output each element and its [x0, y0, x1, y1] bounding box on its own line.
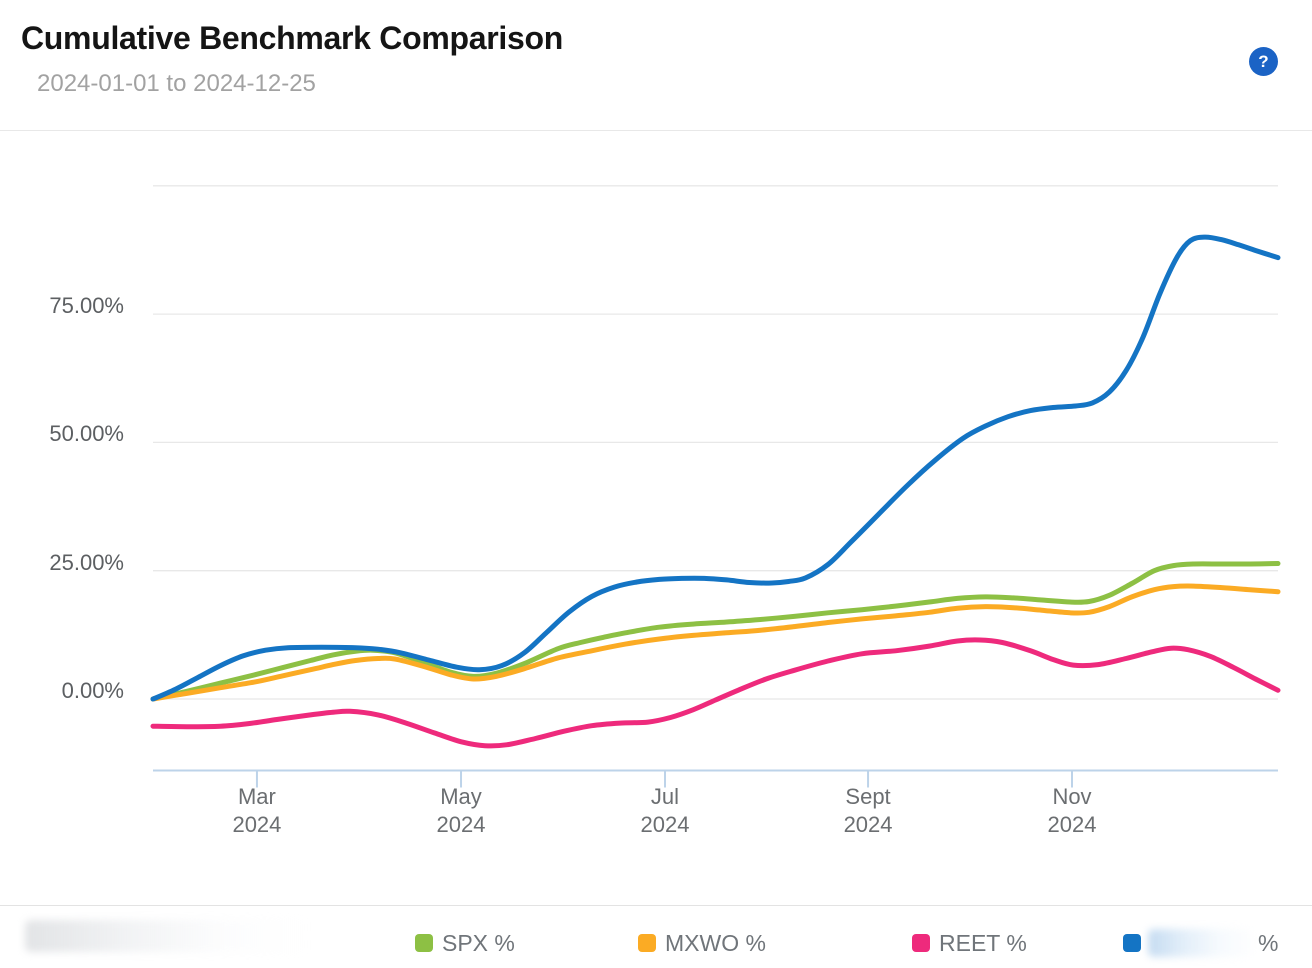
x-tick-month: May	[440, 784, 482, 809]
y-tick-label: 75.00%	[49, 293, 124, 319]
legend-item-reet[interactable]: REET %	[912, 928, 1027, 958]
x-tick-month: Nov	[1052, 784, 1092, 809]
legend-label: REET %	[939, 929, 1027, 956]
x-tick-label: Jul 2024	[610, 783, 720, 839]
header-divider	[0, 130, 1312, 131]
legend-item-spx[interactable]: SPX %	[415, 928, 515, 958]
legend-item-mxwo[interactable]: MXWO %	[638, 928, 766, 958]
y-tick-label: 50.00%	[49, 421, 124, 447]
x-tick-year: 2024	[1047, 812, 1097, 837]
legend-divider	[0, 905, 1312, 906]
mxwo-color-swatch	[638, 934, 656, 952]
legend-label: MXWO %	[665, 929, 766, 956]
y-tick-label: 25.00%	[49, 549, 124, 575]
page-title: Cumulative Benchmark Comparison	[21, 20, 563, 56]
benchmark-color-swatch	[1123, 934, 1141, 952]
legend: SPX % MXWO % REET % %	[0, 906, 1312, 968]
plot-hover-area[interactable]	[153, 186, 1278, 826]
x-tick-month: Jul	[650, 784, 680, 809]
x-tick-year: 2024	[843, 812, 893, 837]
help-button[interactable]: ?	[1249, 47, 1278, 76]
chart-header: Cumulative Benchmark Comparison 2024-01-…	[0, 0, 1312, 130]
x-tick-label: Sept 2024	[813, 783, 923, 839]
reet-color-swatch	[912, 934, 930, 952]
legend-label: %	[1258, 929, 1279, 956]
x-tick-month: Sept	[845, 784, 891, 809]
x-tick-label: Mar 2024	[202, 783, 312, 839]
y-tick-label: 0.00%	[61, 678, 124, 703]
spx-color-swatch	[415, 934, 433, 952]
x-tick-year: 2024	[232, 812, 282, 837]
chart-area: 75.00% 50.00% 25.00% 0.00% Mar 2024 May …	[0, 131, 1312, 905]
x-tick-year: 2024	[436, 812, 486, 837]
x-tick-label: May 2024	[406, 783, 516, 839]
redacted-benchmark-label	[1148, 929, 1252, 957]
legend-item-benchmark[interactable]: %	[1123, 928, 1278, 958]
legend-label: SPX %	[442, 929, 515, 956]
question-mark-icon: ?	[1258, 51, 1269, 71]
x-tick-month: Mar	[237, 784, 276, 809]
x-tick-label: Nov 2024	[1017, 783, 1127, 839]
redacted-account-label	[25, 920, 310, 952]
date-range-subtitle: 2024-01-01 to 2024-12-25	[37, 70, 316, 97]
x-tick-year: 2024	[640, 812, 690, 837]
